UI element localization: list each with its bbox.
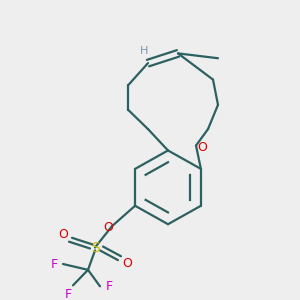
Text: S: S <box>91 241 99 254</box>
Text: O: O <box>103 220 113 234</box>
Text: F: F <box>64 288 72 300</box>
Text: O: O <box>122 256 132 269</box>
Text: O: O <box>58 228 68 242</box>
Text: F: F <box>105 280 112 293</box>
Text: F: F <box>50 257 58 271</box>
Text: O: O <box>197 141 207 154</box>
Text: H: H <box>140 46 148 56</box>
